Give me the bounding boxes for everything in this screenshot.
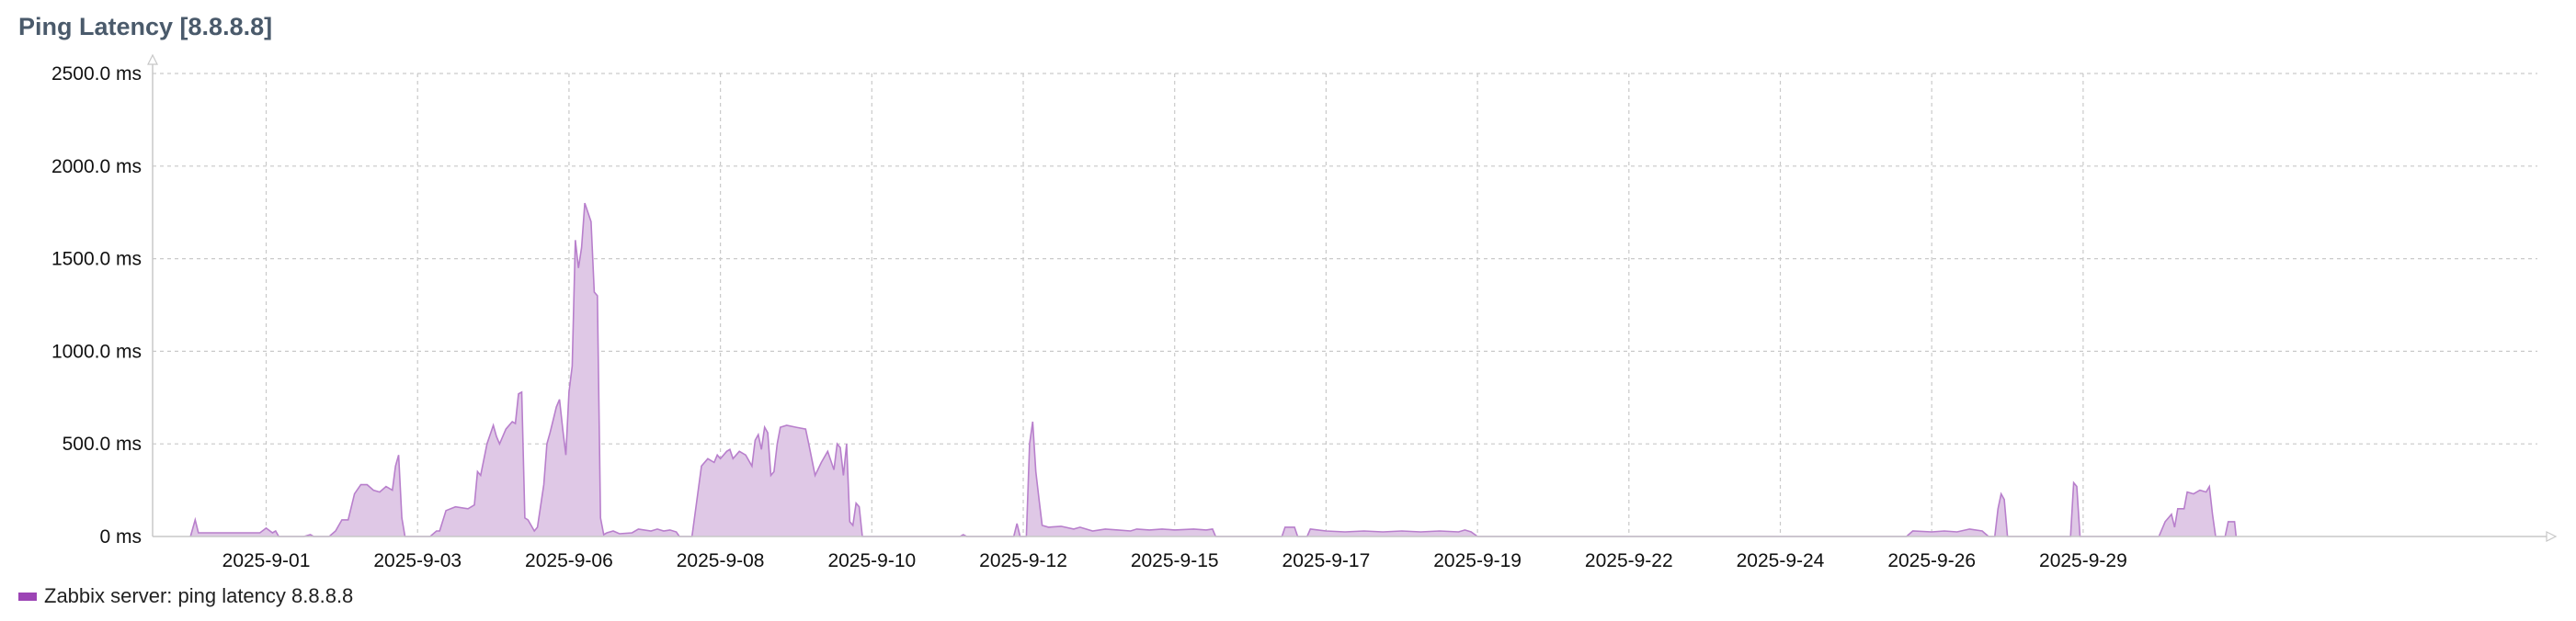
y-tick-label: 0 ms [99,526,142,548]
x-tick-label: 2025-9-10 [827,550,916,571]
x-tick-label: 2025-9-17 [1282,550,1371,571]
x-tick-label: 2025-9-12 [979,550,1067,571]
legend: Zabbix server: ping latency 8.8.8.8 [18,584,353,608]
y-tick-labels: 0 ms 500.0 ms 1000.0 ms 1500.0 ms 2000.0 ms 2… [51,63,142,548]
series-area [190,203,2236,536]
x-tick-label: 2025-9-22 [1585,550,1673,571]
x-tick-label: 2025-9-06 [525,550,613,571]
y-tick-label: 1000.0 ms [51,341,142,362]
x-tick-labels: 2025-9-01 2025-9-03 2025-9-06 2025-9-08 2025… [222,550,2127,571]
x-tick-label: 2025-9-26 [1887,550,1976,571]
y-tick-label: 2500.0 ms [51,63,142,85]
x-tick-label: 2025-9-15 [1131,550,1219,571]
x-tick-label: 2025-9-24 [1737,550,1825,571]
y-tick-label: 500.0 ms [63,434,142,455]
legend-swatch [18,593,37,601]
x-axis-arrow [2547,532,2556,541]
x-tick-label: 2025-9-01 [222,550,311,571]
x-tick-label: 2025-9-03 [373,550,462,571]
legend-label: Zabbix server: ping latency 8.8.8.8 [44,584,353,608]
series-area-fill [190,203,2236,536]
y-axis-arrow [148,55,157,64]
x-tick-label: 2025-9-08 [677,550,765,571]
x-tick-label: 2025-9-29 [2039,550,2127,571]
y-tick-label: 1500.0 ms [51,249,142,270]
y-tick-label: 2000.0 ms [51,156,142,177]
x-tick-label: 2025-9-19 [1433,550,1522,571]
